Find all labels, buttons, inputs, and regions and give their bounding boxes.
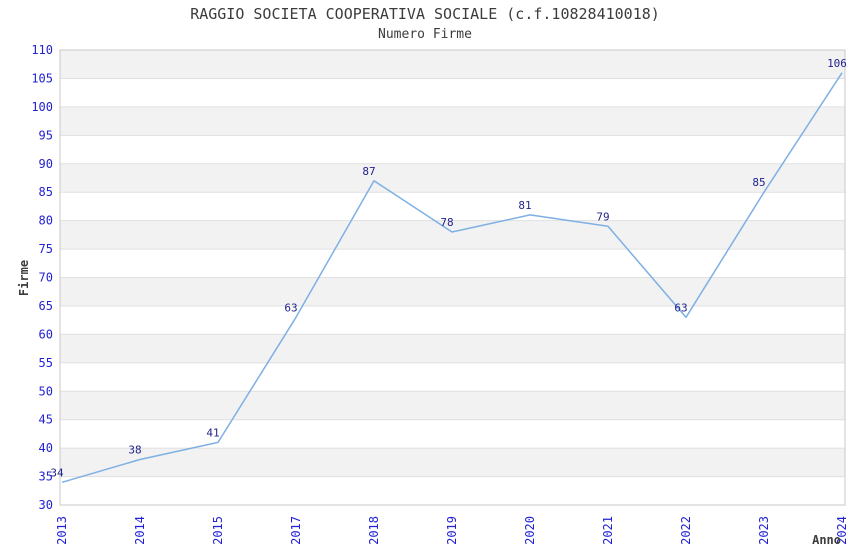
band — [60, 220, 845, 250]
y-tick-label: 110 — [31, 43, 53, 57]
x-tick-label: 2013 — [55, 516, 69, 545]
data-point-label: 106 — [827, 57, 847, 70]
band — [60, 448, 845, 477]
band — [60, 50, 845, 79]
y-axis-tick-labels: 30 35 40 45 50 55 60 65 70 75 80 85 90 95 100 105 110 — [31, 43, 53, 512]
x-tick-label: 2014 — [133, 516, 147, 545]
data-point-label: 78 — [440, 216, 453, 229]
y-tick-label: 105 — [31, 71, 53, 85]
data-point-labels: 34 38 41 63 87 78 81 79 63 85 106 — [50, 57, 847, 480]
y-tick-label: 65 — [39, 299, 53, 313]
y-tick-label: 35 — [39, 470, 53, 484]
x-tick-label: 2015 — [211, 516, 225, 545]
y-axis-title: Firme — [17, 260, 31, 296]
data-point-label: 87 — [362, 165, 375, 178]
y-tick-label: 95 — [39, 128, 53, 142]
band — [60, 391, 845, 420]
band — [60, 106, 845, 136]
x-tick-label: 2018 — [367, 516, 381, 545]
data-point-label: 81 — [518, 199, 531, 212]
x-tick-label: 2024 — [835, 516, 849, 545]
x-axis-tick-labels: 2013 2014 2015 2017 2018 2019 2020 2021 2022 2023… — [55, 516, 849, 545]
chart-subtitle: Numero Firme — [378, 27, 472, 42]
y-tick-label: 85 — [39, 185, 53, 199]
plot-border-rect — [59, 49, 846, 506]
y-tick-label: 100 — [31, 100, 53, 114]
background-bands — [60, 50, 845, 477]
y-tick-label: 90 — [39, 157, 53, 171]
x-tick-label: 2017 — [289, 516, 303, 545]
data-point-label: 63 — [674, 301, 687, 314]
data-point-label: 85 — [752, 176, 765, 189]
band — [60, 334, 845, 363]
chart-title: RAGGIO SOCIETA COOPERATIVA SOCIALE (c.f.… — [190, 5, 660, 23]
x-tick-label: 2019 — [445, 516, 459, 545]
y-tick-label: 30 — [39, 498, 53, 512]
y-tick-label: 75 — [39, 242, 53, 256]
x-tick-label: 2023 — [757, 516, 771, 545]
band — [60, 163, 845, 193]
data-point-label: 63 — [284, 301, 297, 314]
data-point-label: 34 — [50, 466, 64, 479]
x-tick-label: 2020 — [523, 516, 537, 545]
y-tick-label: 50 — [39, 384, 53, 398]
series-line — [61, 72, 843, 484]
data-point-label: 38 — [128, 444, 141, 457]
band — [60, 277, 845, 306]
data-point-label: 41 — [206, 426, 219, 439]
y-tick-label: 60 — [39, 327, 53, 341]
y-tick-label: 55 — [39, 356, 53, 370]
x-tick-label: 2022 — [679, 516, 693, 545]
y-tick-label: 45 — [39, 413, 53, 427]
y-tick-label: 40 — [39, 441, 53, 455]
series-polyline — [61, 72, 843, 484]
x-axis-title: Anno — [812, 533, 841, 547]
plot-border — [59, 49, 846, 506]
x-tick-label: 2021 — [601, 516, 615, 545]
y-tick-label: 70 — [39, 271, 53, 285]
data-point-label: 79 — [596, 210, 609, 223]
y-tick-label: 80 — [39, 214, 53, 228]
